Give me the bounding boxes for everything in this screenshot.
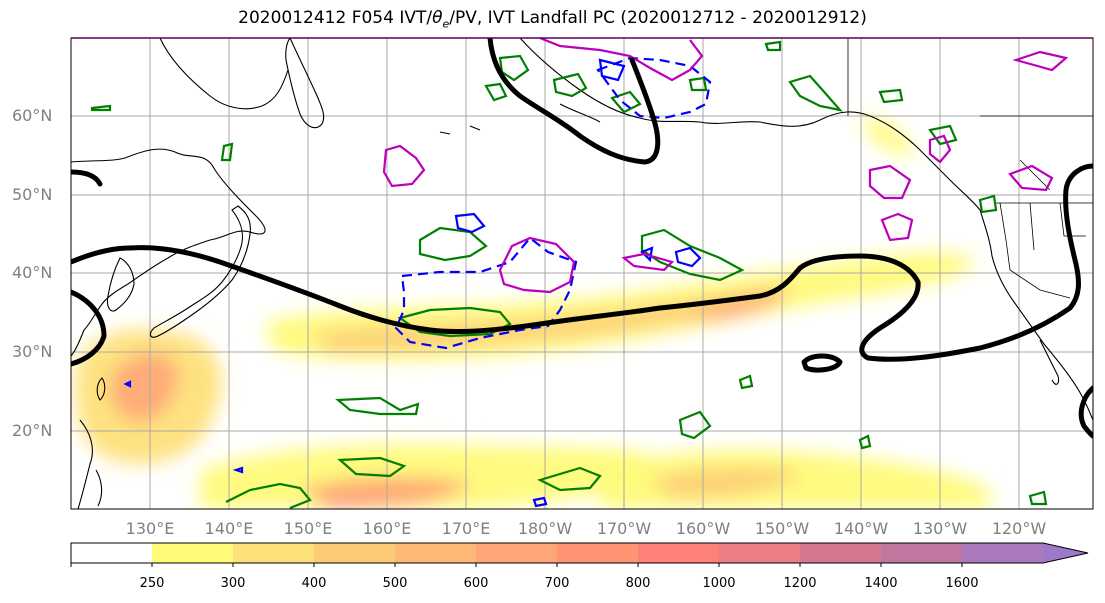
lon-label-170w: 170°W (596, 519, 652, 538)
title-prefix: 2020012412 F054 IVT/ (238, 8, 433, 28)
lat-label-20n: 20°N (12, 421, 53, 440)
ivt-shading (75, 117, 990, 509)
lat-label-60n: 60°N (12, 106, 53, 125)
colorbar-label-500: 500 (382, 576, 408, 591)
colorbar-bin (152, 543, 234, 563)
title-suffix: /PV, IVT Landfall PC (2020012712 - 20200… (449, 8, 867, 28)
colorbar-bin (719, 543, 801, 563)
lon-label-150w: 150°W (754, 519, 810, 538)
ivt-landfall-contour (71, 38, 1093, 439)
political-borders (847, 38, 1093, 299)
colorbar-label-600: 600 (463, 576, 489, 591)
colorbar (70, 542, 1089, 567)
lon-label-130w: 130°W (912, 519, 968, 538)
colorbar-bin (476, 543, 558, 563)
ivt-northeast (860, 117, 915, 156)
colorbar-bin (962, 543, 1044, 563)
coastline-taiwan (96, 377, 106, 401)
colorbar-label-1600: 1600 (945, 576, 979, 591)
ivt-west-core (109, 352, 179, 422)
coastline-korea (106, 257, 135, 312)
coastline-aleutians (439, 103, 601, 135)
colorbar-bin (71, 543, 153, 563)
pv-contours (382, 38, 1069, 294)
colorbar-label-800: 800 (625, 576, 651, 591)
colorbar-bin (233, 543, 315, 563)
lon-label-180w: 180°W (517, 519, 573, 538)
theta-e-contours-green (90, 40, 1048, 509)
colorbar-bin (395, 543, 477, 563)
coastline-okhotsk (159, 38, 289, 110)
landfall-contour-west-top (71, 169, 103, 187)
ivt-south-band-west-core (300, 477, 470, 509)
lon-label-140w: 140°W (833, 519, 889, 538)
landfall-contour-east-bottom (1078, 385, 1093, 439)
lon-label-160e: 160°E (362, 519, 412, 538)
colorbar-label-300: 300 (220, 576, 246, 591)
lon-label-170e: 170°E (441, 519, 491, 538)
colorbar-label-1400: 1400 (864, 576, 898, 591)
plot-area (71, 38, 1093, 509)
ivt-south-band-east-core (650, 467, 800, 499)
lat-label-40n: 40°N (12, 263, 53, 282)
landfall-contour-main (71, 163, 1093, 362)
lon-label-140e: 140°E (204, 519, 254, 538)
lon-label-130e: 130°E (125, 519, 175, 538)
lon-label-160w: 160°W (675, 519, 731, 538)
coastline-baja (1039, 339, 1060, 385)
colorbar-label-400: 400 (301, 576, 327, 591)
landfall-contour-loop (801, 353, 843, 373)
graticule (71, 38, 1093, 509)
coastline-alaska (519, 38, 981, 211)
colorbar-bin (800, 543, 882, 563)
coastline-kamchatka (285, 38, 325, 129)
colorbar-bin (557, 543, 639, 563)
lat-label-50n: 50°N (12, 185, 53, 204)
lon-label-120w: 120°W (991, 519, 1047, 538)
colorbar-label-700: 700 (544, 576, 570, 591)
theta-e-contours-blue (123, 56, 712, 508)
colorbar-label-250: 250 (139, 576, 165, 591)
colorbar-extend-arrow (1043, 543, 1088, 563)
lat-label-30n: 30°N (12, 342, 53, 361)
lon-label-150e: 150°E (283, 519, 333, 538)
colorbar-outline (70, 542, 1089, 564)
colorbar-label-1000: 1000 (702, 576, 736, 591)
colorbar-bin (638, 543, 720, 563)
ivt-band-central-core (310, 286, 790, 352)
landfall-contour-north (487, 38, 661, 165)
landfall-contour-west-mid (71, 289, 107, 367)
title-theta: θ (432, 8, 443, 28)
coastline-north-america (979, 209, 1093, 421)
coastlines (71, 38, 1093, 509)
coastline-philippines (77, 419, 103, 509)
map-title: 2020012412 F054 IVT/θe/PV, IVT Landfall … (0, 8, 1105, 30)
coastline-japan (149, 205, 251, 338)
coastline-asia (71, 148, 266, 357)
colorbar-label-1200: 1200 (783, 576, 817, 591)
colorbar-bin (881, 543, 963, 563)
colorbar-bin (314, 543, 396, 563)
title-theta-subscript: e (442, 17, 450, 31)
